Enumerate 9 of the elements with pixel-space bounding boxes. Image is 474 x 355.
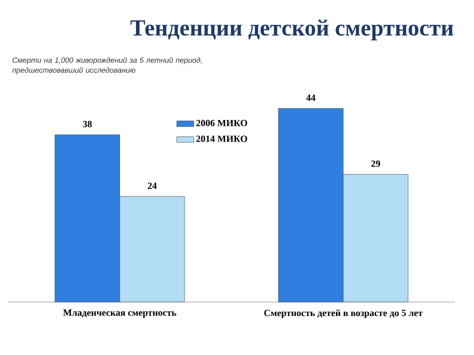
chart-title: Тенденции детской смертности bbox=[130, 20, 454, 40]
data-label: 38 bbox=[82, 120, 92, 128]
data-label: 29 bbox=[371, 160, 380, 167]
x-tick-label: Младенческая смертность bbox=[63, 310, 176, 318]
data-label: 24 bbox=[148, 182, 157, 189]
data-label: 44 bbox=[306, 94, 316, 101]
x-tick-label: Смертность детей в возрасте до 5 лет bbox=[264, 310, 423, 318]
legend-label: 2006 МИКО bbox=[196, 120, 248, 126]
legend-label: 2014 МИКО bbox=[196, 136, 248, 142]
